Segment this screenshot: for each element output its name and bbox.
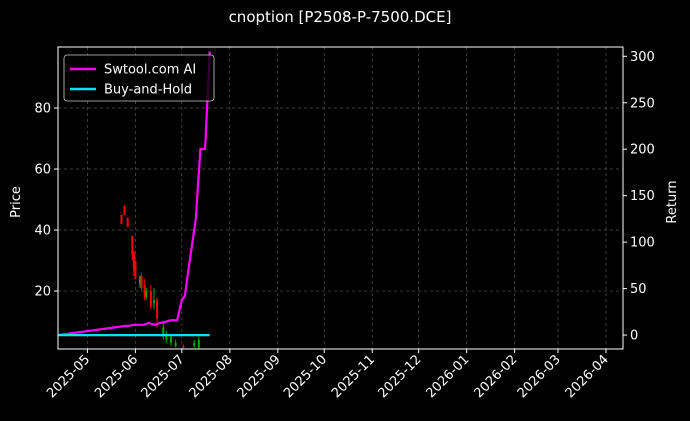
candle-body — [126, 217, 129, 227]
candle-body — [162, 327, 165, 337]
candle-body — [182, 345, 185, 348]
legend-entry-label: Buy-and-Hold — [104, 83, 192, 98]
series-line-swtool-com-ai — [57, 51, 211, 337]
candle-body — [143, 284, 146, 298]
candle-body — [165, 333, 168, 340]
y-tick-label: 20 — [34, 285, 51, 300]
candle-body — [170, 336, 172, 343]
y2-tick-label: 0 — [630, 329, 638, 344]
y-tick-label: 40 — [34, 224, 51, 239]
y2-tick-label: 200 — [630, 143, 655, 158]
y2-tick-label: 100 — [630, 236, 655, 251]
candle-body — [145, 291, 148, 298]
candle-body — [139, 275, 142, 285]
candlestick-layer — [120, 205, 200, 349]
y2-tick-label: 150 — [630, 189, 655, 204]
candle-body — [152, 300, 155, 304]
candle-body — [174, 342, 177, 346]
y2-tick-label: 300 — [630, 50, 655, 65]
candle-body — [120, 214, 123, 224]
y-tick-label: 80 — [34, 102, 51, 117]
y-tick-label: 60 — [34, 163, 51, 178]
y2-tick-label: 50 — [630, 282, 647, 297]
y2-axis-label: Return — [665, 180, 680, 223]
plot-frame — [57, 46, 624, 350]
legend: Swtool.com AI Buy-and-Hold — [63, 54, 215, 102]
legend-box — [63, 54, 215, 102]
candle-body — [156, 300, 159, 319]
candle-body — [197, 339, 200, 348]
candle-body — [134, 260, 137, 279]
candle-body — [193, 342, 196, 346]
legend-entry-label: Swtool.com AI — [104, 63, 196, 78]
grid-layer — [58, 47, 623, 349]
candle-body — [131, 236, 134, 255]
candle-body — [132, 251, 135, 270]
candle-body — [123, 205, 126, 215]
candle-body — [149, 291, 152, 307]
chart-title: cnoption [P2508-P-7500.DCE] — [229, 8, 452, 26]
y2-tick-label: 250 — [630, 96, 655, 111]
candle-body — [140, 275, 143, 288]
y-axis-label: Price — [9, 186, 24, 218]
series-layer — [57, 51, 211, 337]
